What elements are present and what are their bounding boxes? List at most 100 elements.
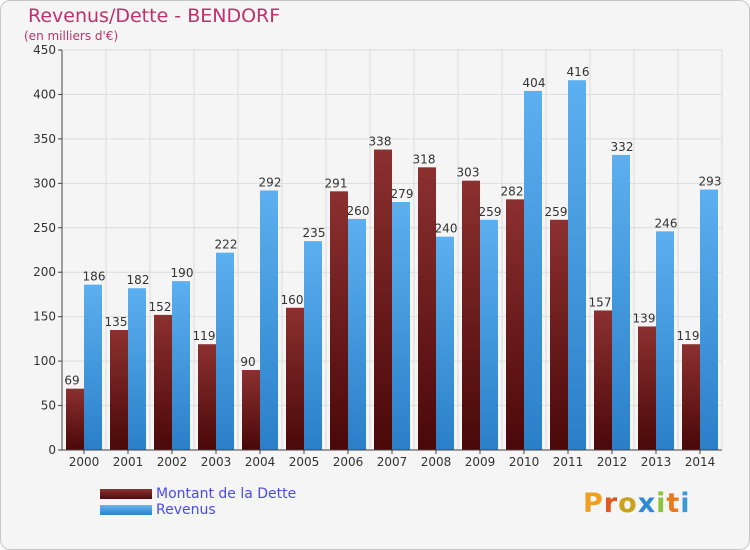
data-label-revenus-2014: 293 [699, 175, 722, 189]
data-label-dette-2005: 160 [281, 293, 304, 307]
legend-swatch-revenus [100, 505, 152, 515]
chart-title: Revenus/Dette - BENDORF [28, 5, 281, 27]
data-label-revenus-2006: 260 [347, 204, 370, 218]
data-label-revenus-2009: 259 [479, 205, 502, 219]
x-tick-label: 2002 [157, 455, 188, 469]
bar-revenus-2011 [568, 80, 586, 450]
y-tick-label: 450 [33, 43, 56, 57]
x-tick-label: 2004 [245, 455, 276, 469]
logo-letter: o [618, 488, 638, 519]
bar-revenus-2012 [612, 154, 630, 450]
y-tick-label: 250 [33, 221, 56, 235]
bar-dette-2003 [198, 344, 216, 450]
bar-dette-2012 [594, 310, 612, 450]
data-label-dette-2001: 135 [105, 315, 128, 329]
data-label-dette-2013: 139 [633, 311, 656, 325]
bar-revenus-2003 [216, 252, 234, 450]
data-label-dette-2014: 119 [677, 329, 700, 343]
bar-revenus-2005 [304, 241, 322, 450]
bar-dette-2005 [286, 307, 304, 450]
data-label-dette-2006: 291 [325, 176, 348, 190]
bar-revenus-2010 [524, 90, 542, 450]
data-label-revenus-2011: 416 [567, 65, 590, 79]
data-label-revenus-2003: 222 [215, 238, 238, 252]
bar-dette-2009 [462, 180, 480, 450]
data-label-revenus-2001: 182 [127, 273, 150, 287]
y-tick-label: 50 [41, 399, 56, 413]
legend-label-revenus: Revenus [156, 502, 216, 518]
bar-dette-2000 [66, 388, 84, 450]
y-tick-label: 0 [48, 443, 56, 457]
bar-dette-2014 [682, 344, 700, 450]
x-tick-label: 2013 [641, 455, 672, 469]
logo-letter: i [656, 488, 667, 519]
data-label-revenus-2013: 246 [655, 216, 678, 230]
logo-letter: x [637, 488, 657, 519]
bar-dette-2007 [374, 149, 392, 451]
data-label-dette-2012: 157 [589, 295, 612, 309]
data-label-dette-2000: 69 [64, 374, 79, 388]
data-label-revenus-2000: 186 [83, 270, 106, 284]
logo-letter: r [603, 488, 619, 519]
x-tick-label: 2010 [509, 455, 540, 469]
y-tick-label: 400 [33, 87, 56, 101]
bar-revenus-2002 [172, 281, 190, 450]
x-tick-label: 2012 [597, 455, 628, 469]
data-label-revenus-2010: 404 [523, 76, 546, 90]
y-tick-label: 200 [33, 265, 56, 279]
x-tick-label: 2008 [421, 455, 452, 469]
logo-letter: i [680, 488, 691, 519]
bar-dette-2013 [638, 326, 656, 450]
x-tick-label: 2011 [553, 455, 584, 469]
proxiti-logo: Proxiti [583, 488, 691, 519]
y-tick-label: 350 [33, 132, 56, 146]
data-label-dette-2009: 303 [457, 166, 480, 180]
data-label-revenus-2002: 190 [171, 266, 194, 280]
bar-revenus-2004 [260, 190, 278, 450]
y-tick-label: 100 [33, 354, 56, 368]
bar-revenus-2007 [392, 202, 410, 450]
bar-revenus-2014 [700, 189, 718, 451]
x-tick-label: 2001 [113, 455, 144, 469]
y-tick-label: 150 [33, 310, 56, 324]
bar-revenus-2013 [656, 231, 674, 450]
x-tick-label: 2005 [289, 455, 320, 469]
logo-letter: t [666, 488, 681, 519]
x-tick-label: 2006 [333, 455, 364, 469]
y-tick-label: 300 [33, 176, 56, 190]
x-tick-label: 2003 [201, 455, 232, 469]
data-label-dette-2007: 338 [369, 135, 392, 149]
x-tick-label: 2009 [465, 455, 496, 469]
data-label-revenus-2005: 235 [303, 226, 326, 240]
bar-dette-2002 [154, 314, 172, 450]
data-label-dette-2003: 119 [193, 329, 216, 343]
legend-label-dette: Montant de la Dette [156, 486, 297, 502]
bar-revenus-2006 [348, 218, 366, 450]
chart-subtitle: (en milliers d'€) [24, 29, 119, 43]
x-tick-label: 2000 [69, 455, 100, 469]
data-label-revenus-2008: 240 [435, 222, 458, 236]
x-tick-label: 2007 [377, 455, 408, 469]
x-tick-label: 2014 [685, 455, 716, 469]
data-label-dette-2008: 318 [413, 152, 436, 166]
data-label-revenus-2004: 292 [259, 175, 282, 189]
data-label-dette-2011: 259 [545, 205, 568, 219]
bar-dette-2011 [550, 219, 568, 450]
bar-revenus-2008 [436, 236, 454, 450]
data-label-dette-2004: 90 [240, 355, 255, 369]
bar-dette-2001 [110, 330, 128, 450]
bar-dette-2006 [330, 191, 348, 451]
bar-revenus-2000 [84, 284, 102, 450]
bar-dette-2008 [418, 167, 436, 451]
legend-swatch-dette [100, 489, 152, 499]
bar-revenus-2001 [128, 288, 146, 450]
bar-dette-2004 [242, 370, 260, 450]
data-label-revenus-2012: 332 [611, 140, 634, 154]
logo-letter: P [583, 488, 604, 519]
data-label-dette-2002: 152 [149, 300, 172, 314]
bar-dette-2010 [506, 199, 524, 450]
data-label-revenus-2007: 279 [391, 187, 414, 201]
data-label-dette-2010: 282 [501, 184, 524, 198]
bar-revenus-2009 [480, 219, 498, 450]
